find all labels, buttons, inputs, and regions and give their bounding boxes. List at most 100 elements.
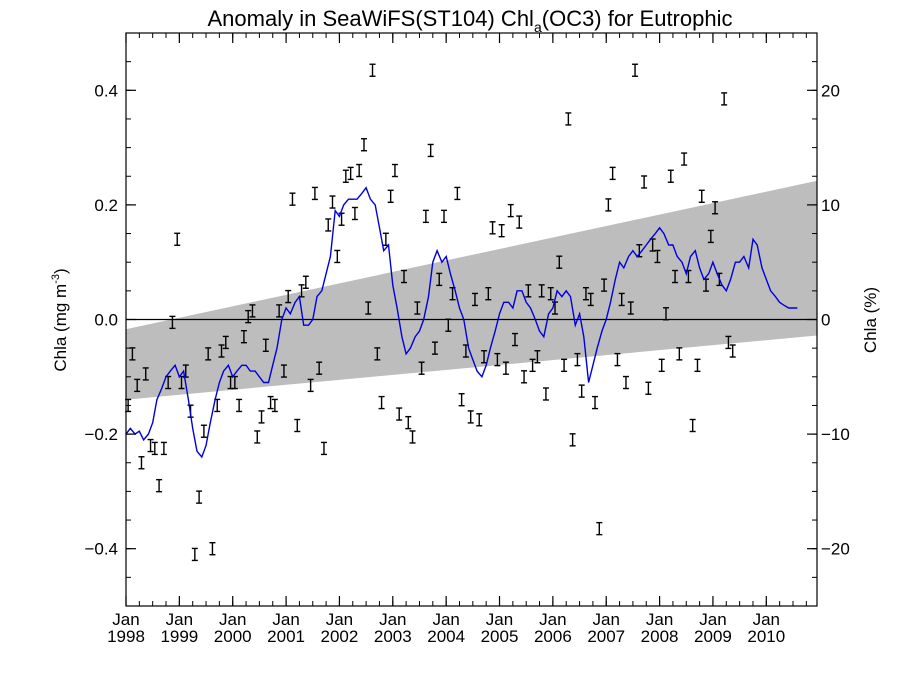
x-tick-label: Jan 2010	[747, 610, 785, 646]
data-point	[698, 189, 705, 204]
data-point	[316, 361, 323, 375]
data-point	[587, 292, 594, 307]
data-point	[694, 358, 701, 373]
data-point	[360, 138, 367, 152]
y-right-tick-label: 20	[821, 81, 840, 100]
data-point	[134, 378, 141, 393]
y-right-tick-label: −20	[821, 540, 850, 559]
data-point	[267, 395, 274, 410]
data-point	[200, 424, 207, 438]
data-point	[325, 218, 332, 232]
y-right-tick-label: −10	[821, 425, 850, 444]
x-tick-label: Jan 2006	[534, 610, 572, 646]
data-point	[592, 395, 599, 410]
data-point	[489, 221, 496, 235]
data-point	[382, 232, 389, 246]
data-point	[458, 393, 465, 407]
data-point	[596, 521, 603, 536]
data-point	[320, 441, 327, 456]
axis-ticks-layer: −0.4 −0.2 0.0 0.2 0.4 −20 −10 0 10 20 Jan 1998 Jan 19…	[84, 32, 850, 646]
data-point	[676, 347, 683, 361]
data-point	[147, 438, 154, 453]
data-point	[622, 375, 629, 390]
data-point	[342, 169, 349, 183]
data-point	[427, 143, 434, 158]
data-point	[378, 395, 385, 410]
data-point	[431, 341, 438, 355]
data-point	[721, 92, 728, 106]
data-point	[276, 304, 283, 318]
smoothed-series-layer	[125, 186, 798, 459]
data-point	[476, 413, 483, 427]
data-point	[525, 284, 532, 298]
data-point	[262, 338, 269, 352]
data-point	[578, 384, 585, 398]
data-point	[521, 370, 528, 384]
data-point	[209, 542, 216, 556]
data-point	[672, 269, 679, 284]
data-point	[307, 378, 314, 393]
data-point	[516, 215, 523, 229]
data-points-layer	[125, 63, 736, 562]
data-point	[498, 223, 505, 238]
data-point	[658, 358, 665, 373]
data-point	[391, 163, 398, 178]
data-point	[311, 186, 318, 201]
x-tick-label: Jan 2005	[481, 610, 519, 646]
y-axis-left-label: Chla (mg m-3)	[50, 268, 70, 371]
data-point	[569, 433, 576, 447]
data-point	[387, 189, 394, 204]
x-tick-label: Jan 1998	[107, 610, 145, 646]
data-point	[689, 418, 696, 433]
data-point	[707, 229, 714, 244]
data-point	[556, 255, 563, 269]
data-point	[654, 249, 661, 264]
data-point	[609, 166, 616, 181]
y-left-tick-label: −0.2	[84, 425, 118, 444]
data-point	[481, 350, 488, 364]
data-point	[614, 352, 621, 367]
data-point	[280, 364, 287, 378]
x-tick-label: Jan 2001	[267, 610, 305, 646]
y-axis-right-label: Chla (%)	[861, 287, 880, 353]
x-tick-label: Jan 2004	[427, 610, 465, 646]
data-point	[196, 490, 203, 504]
data-point	[538, 284, 545, 298]
data-point	[502, 361, 509, 375]
data-point	[205, 347, 212, 361]
data-point	[485, 287, 492, 301]
data-point	[441, 209, 448, 224]
data-point	[365, 301, 372, 315]
data-point	[369, 63, 376, 77]
data-point	[302, 275, 309, 289]
chart-title: Anomaly in SeaWiFS(ST104) Chla(OC3) for …	[208, 6, 733, 35]
data-point	[182, 364, 189, 378]
data-point	[605, 198, 612, 212]
data-point	[409, 430, 416, 444]
data-point	[511, 332, 518, 347]
data-point	[471, 292, 478, 307]
data-point	[712, 201, 719, 215]
data-point	[542, 387, 549, 401]
data-point	[454, 186, 461, 201]
data-point	[547, 287, 554, 301]
y-left-tick-label: −0.4	[84, 540, 118, 559]
data-point	[356, 163, 363, 178]
x-tick-label: Jan 2002	[321, 610, 359, 646]
data-point	[338, 212, 345, 226]
data-point	[334, 249, 341, 264]
data-point	[582, 287, 589, 301]
data-point	[627, 301, 634, 315]
data-point	[529, 358, 536, 373]
data-point	[601, 278, 608, 292]
confidence-band-layer	[126, 180, 817, 400]
data-point	[249, 304, 256, 318]
data-point	[667, 169, 674, 183]
data-point	[507, 203, 514, 218]
data-point	[258, 410, 265, 424]
y-right-tick-label: 0	[821, 311, 830, 330]
x-tick-label: Jan 1999	[160, 610, 198, 646]
x-tick-label: Jan 2009	[694, 610, 732, 646]
data-point	[725, 335, 732, 350]
